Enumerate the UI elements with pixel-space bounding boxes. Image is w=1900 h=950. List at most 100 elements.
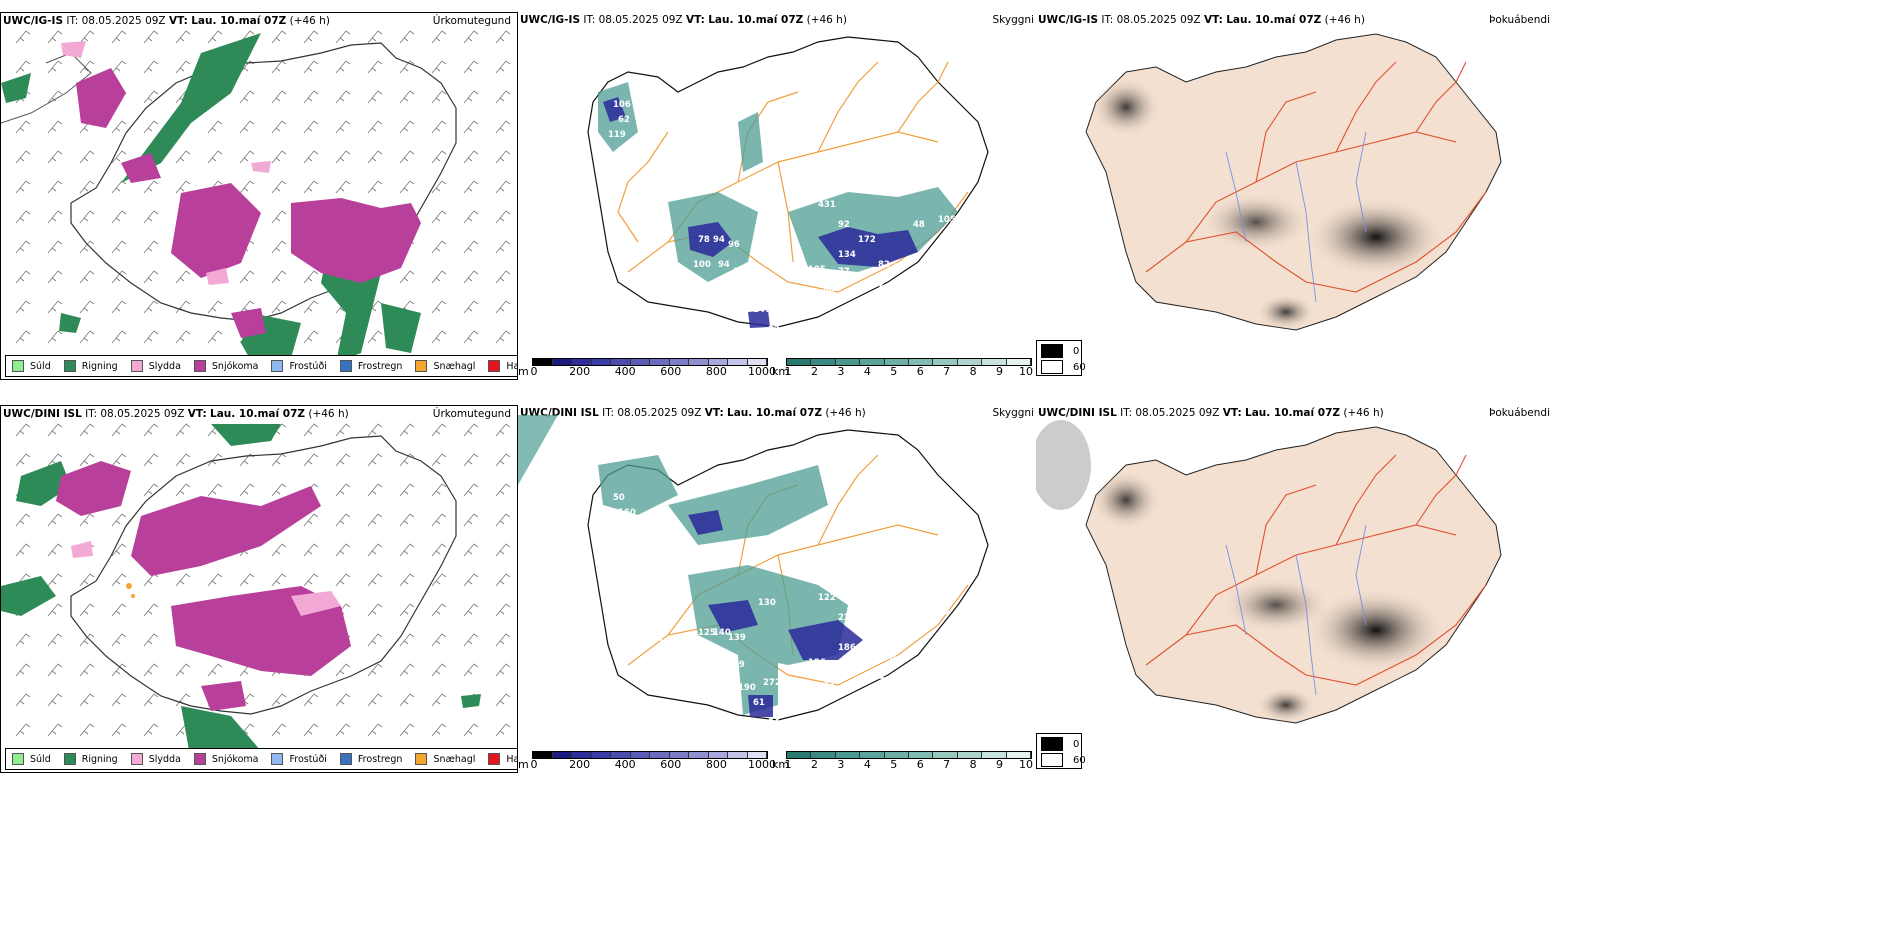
legend-item: Frostúði bbox=[271, 360, 327, 372]
colorbar-tick: 3 bbox=[837, 365, 845, 378]
cloud-base-label: 74 bbox=[873, 673, 885, 683]
legend-label: Frostregn bbox=[357, 753, 403, 765]
wind-barb bbox=[207, 120, 223, 134]
colorbar-tick: 1 bbox=[784, 365, 792, 378]
wind-barb bbox=[431, 270, 447, 284]
wind-barb bbox=[303, 300, 319, 314]
legend-label: Rigning bbox=[81, 753, 118, 765]
wind-barb bbox=[335, 453, 351, 467]
wind-barb bbox=[111, 60, 127, 74]
precip-type-panel-2: UWC/DINI ISL IT: 08.05.2025 09Z VT: Lau.… bbox=[0, 405, 518, 773]
wind-barb bbox=[335, 483, 351, 497]
wind-barb bbox=[463, 270, 479, 284]
wind-barb bbox=[143, 210, 159, 224]
precip-sleet bbox=[71, 541, 341, 616]
wind-barb bbox=[143, 453, 159, 467]
legend-swatch bbox=[415, 360, 428, 372]
wind-barb bbox=[495, 60, 511, 74]
wind-barb bbox=[239, 483, 255, 497]
panel-title: UWC/IG-IS IT: 08.05.2025 09Z VT: Lau. 10… bbox=[1038, 14, 1365, 26]
wind-barb bbox=[463, 30, 479, 44]
colorbar-tick: 10 bbox=[1019, 758, 1033, 771]
cloud-base-label: 82 bbox=[878, 260, 890, 270]
colorbar-tick: 10 bbox=[1019, 365, 1033, 378]
wind-barb bbox=[431, 603, 447, 617]
cloud-base-label: 106 bbox=[613, 100, 631, 110]
wind-barb bbox=[399, 150, 415, 164]
wind-barb bbox=[175, 30, 191, 44]
cloud-base-label: 61 bbox=[753, 698, 765, 708]
wind-barb bbox=[303, 723, 319, 737]
wind-barb bbox=[175, 693, 191, 707]
colorbar-tick: 4 bbox=[863, 758, 871, 771]
wind-barb bbox=[175, 453, 191, 467]
cloud-base-label: 569 bbox=[913, 613, 931, 623]
cloud-base-label: 147 bbox=[753, 305, 771, 315]
wind-barb bbox=[271, 180, 287, 194]
precip-type-map bbox=[1, 423, 511, 766]
wind-barb bbox=[271, 573, 287, 587]
wind-barb bbox=[175, 180, 191, 194]
wind-barb bbox=[175, 300, 191, 314]
wind-barb bbox=[463, 543, 479, 557]
wind-barb bbox=[15, 60, 31, 74]
wind-barb bbox=[303, 270, 319, 284]
cloud-base-label: 90 bbox=[893, 263, 905, 273]
wind-barb bbox=[303, 423, 319, 437]
iceland-outline bbox=[587, 429, 989, 721]
cloud-base-label: 82 bbox=[768, 325, 780, 335]
colorbar-strip bbox=[532, 751, 768, 759]
cloud-base-label: 147 bbox=[898, 285, 916, 295]
wind-barb bbox=[79, 60, 95, 74]
wind-barb bbox=[47, 30, 63, 44]
wind-barb bbox=[47, 513, 63, 527]
cloud-dense bbox=[603, 97, 918, 328]
colorbar-tick: 8 bbox=[969, 758, 977, 771]
legend-item: Rigning bbox=[63, 753, 118, 765]
wind-barb bbox=[399, 60, 415, 74]
variable-label: Úrkomutegund bbox=[432, 408, 511, 420]
wind-barb bbox=[303, 60, 319, 74]
cloud-base-label: 323 bbox=[838, 660, 856, 670]
wind-barb bbox=[335, 423, 351, 437]
legend-swatch bbox=[193, 753, 206, 765]
wind-barb bbox=[303, 30, 319, 44]
wind-barb bbox=[239, 270, 255, 284]
wind-barb bbox=[47, 210, 63, 224]
colorbar-tick: 7 bbox=[943, 365, 951, 378]
wind-barb bbox=[143, 60, 159, 74]
legend-swatch bbox=[12, 360, 24, 372]
wind-barb bbox=[367, 90, 383, 104]
colorbar-strip bbox=[786, 358, 1032, 366]
wind-barb bbox=[15, 513, 31, 527]
wind-barb bbox=[431, 543, 447, 557]
wind-barb bbox=[431, 180, 447, 194]
wind-barb bbox=[111, 603, 127, 617]
fog-legend: 0 60 bbox=[1036, 733, 1086, 769]
wind-barb bbox=[79, 300, 95, 314]
wind-barb bbox=[399, 180, 415, 194]
wind-barb bbox=[207, 330, 223, 344]
wind-barb bbox=[271, 120, 287, 134]
legend-label: Haglél bbox=[506, 360, 517, 372]
legend-swatch bbox=[271, 753, 284, 765]
wind-barb bbox=[463, 483, 479, 497]
wind-barb bbox=[463, 120, 479, 134]
legend-label: Snæhagl bbox=[433, 753, 476, 765]
wind-barb bbox=[15, 723, 31, 737]
visibility-panel-1: UWC/IG-IS IT: 08.05.2025 09Z VT: Lau. 10… bbox=[518, 12, 1036, 380]
wind-barb bbox=[335, 60, 351, 74]
colorbar-tick: 8 bbox=[969, 365, 977, 378]
wind-barb bbox=[495, 633, 511, 647]
legend-item: Súld bbox=[12, 753, 51, 765]
wind-barb bbox=[207, 30, 223, 44]
wind-barb bbox=[463, 453, 479, 467]
wind-barb bbox=[431, 423, 447, 437]
wind-barb bbox=[303, 330, 319, 344]
legend-label: Snæhagl bbox=[433, 360, 476, 372]
legend-item: Frostregn bbox=[339, 753, 403, 765]
wind-barb bbox=[111, 150, 127, 164]
wind-barb bbox=[495, 723, 511, 737]
wind-barb bbox=[463, 633, 479, 647]
wind-barb bbox=[143, 483, 159, 497]
